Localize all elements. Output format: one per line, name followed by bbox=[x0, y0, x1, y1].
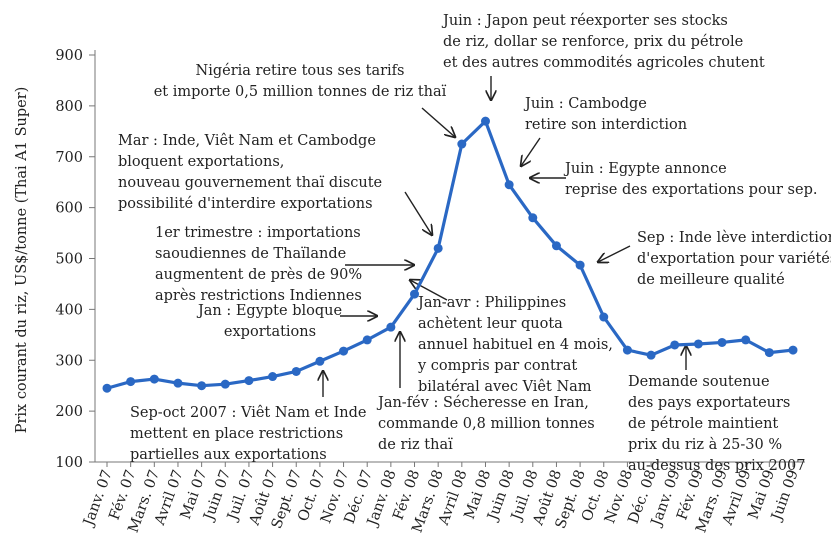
annotation: 1er trimestre : importations bbox=[155, 225, 361, 241]
annotation: au-dessus des prix 2007 bbox=[628, 458, 805, 474]
annotation: Sep-oct 2007 : Viêt Nam et Inde bbox=[130, 405, 367, 421]
annotation: d'exportation pour variétés bbox=[637, 251, 831, 267]
point bbox=[126, 377, 136, 387]
annotation: retire son interdiction bbox=[525, 117, 687, 133]
annotation: Demande soutenue bbox=[628, 374, 770, 390]
y-tick-label: 900 bbox=[55, 48, 83, 64]
annotation: Juin : Japon peut réexporter ses stocks bbox=[441, 13, 728, 29]
point bbox=[244, 376, 254, 386]
y-tick-label: 200 bbox=[55, 404, 83, 420]
annotation: Juin : Egypte annonce bbox=[563, 161, 727, 177]
annotation: augmentent de près de 90% bbox=[155, 267, 362, 283]
point bbox=[504, 180, 514, 190]
y-tick-label: 700 bbox=[55, 150, 83, 166]
point bbox=[197, 381, 207, 391]
annotation: Jan-fév : Sécheresse en Iran, bbox=[376, 395, 589, 411]
y-tick-label: 100 bbox=[55, 455, 83, 471]
y-tick-label: 300 bbox=[55, 353, 83, 369]
x-tick-label: Janv. 07 bbox=[80, 468, 116, 530]
point bbox=[693, 339, 703, 349]
y-tick-label: 500 bbox=[55, 252, 83, 268]
annotation: annuel habituel en 4 mois, bbox=[418, 337, 613, 353]
point bbox=[315, 356, 325, 366]
annotation: et des autres commodités agricoles chute… bbox=[443, 55, 765, 71]
point bbox=[528, 213, 538, 223]
annotation: nouveau gouvernement thaï discute bbox=[118, 175, 382, 191]
annotation: y compris par contrat bbox=[417, 358, 577, 374]
point bbox=[173, 378, 183, 388]
point bbox=[410, 289, 420, 299]
annotation: de riz thaï bbox=[378, 437, 453, 453]
point bbox=[339, 346, 349, 356]
point bbox=[433, 243, 443, 253]
point bbox=[622, 345, 632, 355]
annotation: reprise des exportations pour sep. bbox=[565, 182, 817, 198]
annotation: Nigéria retire tous ses tarifs bbox=[196, 63, 405, 79]
annotation: et importe 0,5 million tonnes de riz tha… bbox=[154, 84, 447, 100]
annotation: Jan-avr : Philippines bbox=[416, 295, 566, 311]
point bbox=[149, 374, 159, 384]
y-tick-label: 800 bbox=[55, 99, 83, 115]
annotation: bloquent exportations, bbox=[118, 154, 284, 170]
point bbox=[220, 379, 230, 389]
arrows bbox=[323, 76, 686, 397]
annotation: mettent en place restrictions bbox=[130, 426, 343, 442]
point bbox=[102, 383, 112, 393]
point bbox=[362, 335, 372, 345]
annotation: possibilité d'interdire exportations bbox=[118, 196, 373, 212]
annotation: commande 0,8 million tonnes bbox=[378, 416, 595, 432]
annotation: saoudiennes de Thaïlande bbox=[155, 246, 346, 262]
annotation: de meilleure qualité bbox=[637, 272, 785, 288]
annotation: Mar : Inde, Viêt Nam et Cambodge bbox=[118, 133, 376, 149]
y-tick-label: 400 bbox=[55, 302, 83, 318]
point bbox=[386, 322, 396, 332]
annotation: exportations bbox=[224, 324, 316, 340]
annotation: Sep : Inde lève interdiction bbox=[637, 230, 831, 246]
point bbox=[480, 116, 490, 126]
annotation: prix du riz à 25-30 % bbox=[628, 436, 782, 453]
point bbox=[599, 312, 609, 322]
annotation: après restrictions Indiennes bbox=[155, 288, 362, 304]
annotation: achètent leur quota bbox=[418, 316, 563, 332]
annotation: Jan : Egypte bloque bbox=[196, 303, 342, 319]
y-tick-label: 600 bbox=[55, 201, 83, 217]
point bbox=[457, 139, 467, 149]
point bbox=[575, 260, 585, 270]
annotation: de riz, dollar se renforce, prix du pétr… bbox=[443, 34, 743, 50]
point bbox=[291, 366, 301, 376]
point bbox=[268, 372, 278, 382]
annotation: des pays exportateurs bbox=[628, 395, 790, 411]
annotation: Juin : Cambodge bbox=[523, 96, 647, 112]
point bbox=[646, 350, 656, 360]
y-axis-label: Prix courant du riz, US$/tonne (Thai A1 … bbox=[14, 87, 30, 434]
point bbox=[764, 348, 774, 358]
point bbox=[670, 340, 680, 350]
point bbox=[717, 337, 727, 347]
annotation: partielles aux exportations bbox=[130, 447, 327, 463]
point bbox=[741, 335, 751, 345]
point bbox=[551, 241, 561, 251]
annotation: bilatéral avec Viêt Nam bbox=[418, 379, 592, 395]
annotation: de pétrole maintient bbox=[628, 416, 778, 432]
point bbox=[788, 345, 798, 355]
